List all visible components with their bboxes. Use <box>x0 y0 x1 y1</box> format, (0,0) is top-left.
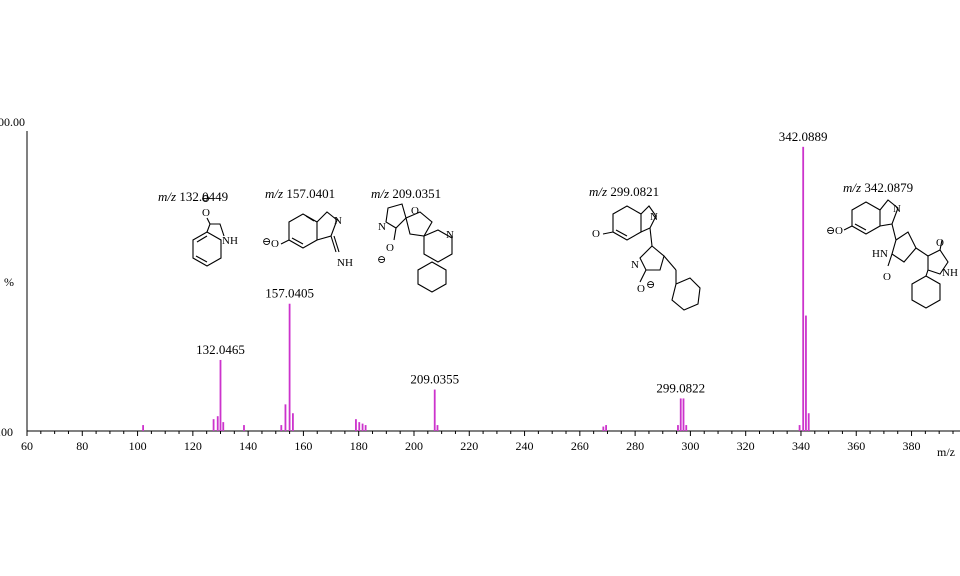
spectrum-peak <box>364 425 367 431</box>
spectrum-peak <box>677 425 679 431</box>
peak-label: 342.0889 <box>779 129 828 144</box>
svg-text:⊖: ⊖ <box>377 254 386 266</box>
svg-text:N: N <box>650 211 658 223</box>
x-axis-label: m/z <box>937 445 955 459</box>
spectrum-peak <box>355 419 357 431</box>
y-tick-label-bottom: 0.00 <box>0 425 13 439</box>
spectrum-peak <box>212 419 215 431</box>
peak-label: 132.0465 <box>196 342 245 357</box>
svg-text:⊖: ⊖ <box>262 236 271 248</box>
x-tick-label: 160 <box>294 439 312 453</box>
peak-label: 299.0822 <box>656 380 705 395</box>
structure-label-209: m/z 209.0351 <box>371 186 441 201</box>
svg-text:N: N <box>334 215 342 227</box>
x-tick-label: 140 <box>239 439 257 453</box>
x-tick-label: 380 <box>903 439 921 453</box>
svg-text:O: O <box>271 238 279 250</box>
x-tick-label: 260 <box>571 439 589 453</box>
structure-132-drawing: O ⊖ NH <box>192 193 238 267</box>
structure-label-342: m/z 342.0879 <box>843 180 913 195</box>
x-tick-label: 180 <box>350 439 368 453</box>
y-axis-label: % <box>4 275 14 289</box>
svg-text:N: N <box>446 229 454 241</box>
structure-label-299: m/z 299.0821 <box>589 184 659 199</box>
x-tick-label: 220 <box>460 439 478 453</box>
spectrum-peak <box>288 303 291 431</box>
spectrum-peak <box>358 422 361 431</box>
spectrum-peak <box>602 426 605 431</box>
structure-157-drawing: O ⊖ N NH <box>262 211 353 269</box>
peak-labels: 132.0465 157.0405 209.0355 299.0822 342.0889 <box>196 129 827 396</box>
structure-342-drawing: O ⊖ N HN O O NH <box>826 199 958 309</box>
spectrum-peak <box>798 425 801 431</box>
spectrum-peak <box>142 425 144 431</box>
x-ticks: 60 80 100 120 140 160 180 200 220 240 260 280 300 320… <box>21 431 954 453</box>
spectrum-peak <box>436 425 439 431</box>
x-tick-label: 80 <box>76 439 88 453</box>
svg-text:O: O <box>883 271 891 283</box>
svg-text:O: O <box>835 225 843 237</box>
x-tick-label: 240 <box>516 439 534 453</box>
spectrum-peak <box>219 359 222 431</box>
spectrum-peak <box>679 398 682 431</box>
svg-text:NH: NH <box>337 257 353 269</box>
peak-label: 157.0405 <box>265 286 314 301</box>
svg-text:O: O <box>386 242 394 254</box>
svg-text:⊖: ⊖ <box>646 279 655 291</box>
svg-text:⊖: ⊖ <box>201 193 210 205</box>
spectrum-peak <box>284 404 287 431</box>
x-tick-label: 360 <box>847 439 865 453</box>
spectrum-peak <box>807 413 810 431</box>
svg-text:N: N <box>631 259 639 271</box>
x-tick-label: 280 <box>626 439 644 453</box>
spectrum-peaks <box>142 146 810 431</box>
svg-text:O: O <box>592 228 600 240</box>
spectrum-peak <box>280 425 283 431</box>
svg-text:N: N <box>378 221 386 233</box>
spectrum-peak <box>605 425 607 431</box>
x-tick-label: 300 <box>681 439 699 453</box>
x-tick-label: 100 <box>129 439 147 453</box>
structure-label-132: m/z 132.0449 <box>158 189 228 204</box>
svg-text:N: N <box>893 203 901 215</box>
svg-text:O: O <box>411 205 419 217</box>
x-tick-label: 200 <box>405 439 423 453</box>
svg-text:NH: NH <box>942 267 958 279</box>
svg-text:NH: NH <box>222 235 238 247</box>
spectrum-peak <box>216 416 219 431</box>
spectrum-peak <box>292 413 294 431</box>
spectrum-peak <box>243 425 245 431</box>
spectrum-peak <box>685 425 688 431</box>
x-tick-label: 320 <box>737 439 755 453</box>
structure-299-drawing: O N N O ⊖ <box>592 205 701 311</box>
spectrum-peak <box>222 422 225 431</box>
peak-label: 209.0355 <box>410 372 459 387</box>
x-tick-label: 340 <box>792 439 810 453</box>
structure-209-drawing: N O N O ⊖ <box>377 203 454 293</box>
spectrum-peak <box>802 146 805 431</box>
structure-label-157: m/z 157.0401 <box>265 186 335 201</box>
svg-text:O: O <box>637 283 645 295</box>
spectrum-peak <box>805 315 807 431</box>
y-tick-label-top: 100.00 <box>0 115 25 129</box>
svg-text:HN: HN <box>872 248 888 260</box>
svg-text:O: O <box>936 237 944 249</box>
svg-text:⊖: ⊖ <box>826 225 835 237</box>
spectrum-peak <box>433 389 436 431</box>
x-tick-label: 60 <box>21 439 33 453</box>
spectrum-peak <box>682 398 685 431</box>
x-tick-label: 120 <box>184 439 202 453</box>
svg-text:O: O <box>202 207 210 219</box>
spectrum-peak <box>361 423 364 431</box>
